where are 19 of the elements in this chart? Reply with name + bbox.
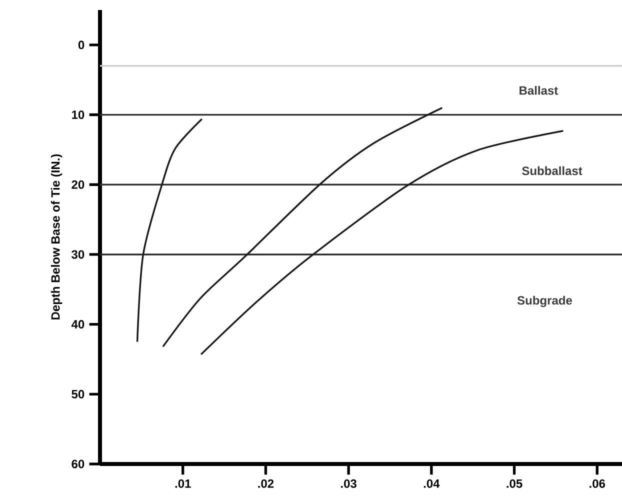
y-tick-label: 40 <box>71 320 84 329</box>
x-tick-label: .02 <box>258 479 274 488</box>
x-tick-label: .06 <box>590 479 606 488</box>
line-series <box>162 106 444 348</box>
y-tick-label: 10 <box>72 110 84 120</box>
y-tick-label: 60 <box>72 460 84 468</box>
annotation: Subgrade <box>517 296 572 308</box>
x-tick-label: .03 <box>341 479 356 488</box>
y-tick-label: 0 <box>78 40 84 50</box>
y-tick-label: 20 <box>72 180 84 189</box>
x-tick-label: .01 <box>175 479 191 488</box>
y-tick-label: 50 <box>72 390 84 398</box>
line-series <box>136 118 203 343</box>
annotation: Subballast <box>522 166 582 176</box>
y-tick-label: 30 <box>72 250 84 259</box>
annotation: Ballast <box>520 86 558 95</box>
y-axis-title: Depth Below Base of Tie (IN.) <box>50 154 62 320</box>
x-tick-label: .05 <box>506 479 522 488</box>
x-tick-label: .04 <box>424 479 440 488</box>
